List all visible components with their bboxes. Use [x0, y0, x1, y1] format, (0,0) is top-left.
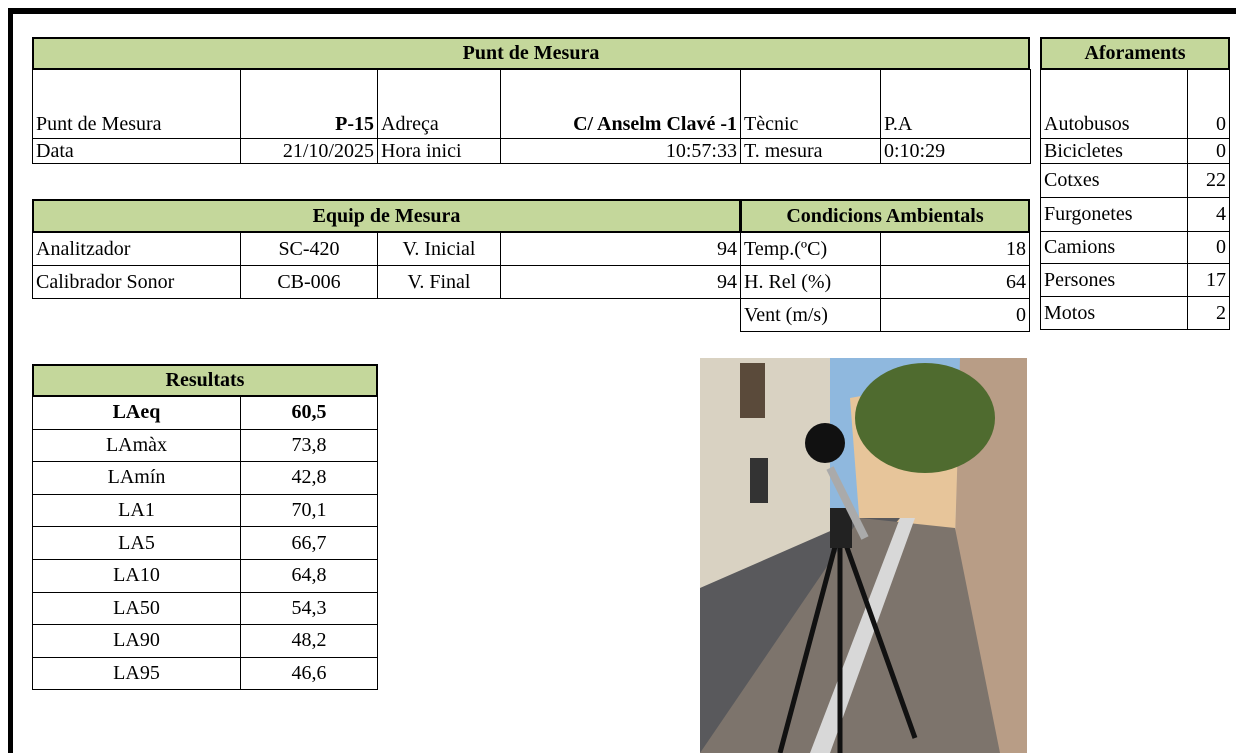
table-cell: 42,8: [240, 461, 378, 495]
table-cell: 4: [1187, 197, 1230, 232]
table-cell: 22: [1187, 163, 1230, 198]
table-cell: 10:57:33: [500, 138, 741, 164]
table-cell: 17: [1187, 263, 1230, 297]
table-cell: P-15: [240, 69, 378, 139]
table-cell: Furgonetes: [1040, 197, 1188, 232]
table-cell: Vent (m/s): [740, 298, 881, 332]
table-cell: 21/10/2025: [240, 138, 378, 164]
frame-border: [8, 8, 1236, 14]
table-cell: Bicicletes: [1040, 138, 1188, 164]
table-cell: 73,8: [240, 428, 378, 463]
table-cell: Camions: [1040, 231, 1188, 264]
table-cell: Autobusos: [1040, 69, 1188, 139]
table-cell: 0: [880, 298, 1030, 332]
table-header: Punt de Mesura: [32, 37, 1030, 70]
table-cell: 66,7: [240, 526, 378, 560]
table-cell: 70,1: [240, 493, 378, 528]
table-cell: 64: [880, 265, 1030, 299]
table-cell: Persones: [1040, 263, 1188, 297]
frame-border: [8, 8, 13, 753]
table-cell: Hora inici: [377, 138, 501, 164]
table-cell: CB-006: [240, 265, 378, 299]
table-cell: 0: [1187, 69, 1230, 139]
table-cell: SC-420: [240, 232, 378, 266]
table-cell: LA95: [32, 656, 241, 691]
table-cell: Motos: [1040, 296, 1188, 330]
table-cell: 54,3: [240, 591, 378, 626]
table-cell: 64,8: [240, 559, 378, 593]
table-cell: 60,5: [240, 396, 378, 430]
table-cell: 2: [1187, 296, 1230, 330]
table-cell: Analitzador: [32, 232, 241, 266]
table-cell: Temp.(ºC): [740, 232, 881, 266]
table-cell: T. mesura: [740, 138, 881, 164]
table-cell: Tècnic: [740, 69, 881, 139]
table-cell: LA10: [32, 559, 241, 593]
table-cell: V. Inicial: [377, 232, 501, 266]
table-header: Aforaments: [1040, 37, 1230, 70]
table-cell: V. Final: [377, 265, 501, 299]
table-cell: H. Rel (%): [740, 265, 881, 299]
table-cell: 94: [500, 265, 741, 299]
table-cell: LAmàx: [32, 428, 241, 463]
table-cell: LAeq: [32, 396, 241, 430]
table-cell: Cotxes: [1040, 163, 1188, 198]
table-cell: 48,2: [240, 624, 378, 658]
table-cell: LA50: [32, 591, 241, 626]
table-cell: 0: [1187, 231, 1230, 264]
table-cell: 0:10:29: [880, 138, 1031, 164]
table-cell: Adreça: [377, 69, 501, 139]
table-cell: C/ Anselm Clavé -1: [500, 69, 741, 139]
table-header: Condicions Ambientals: [740, 199, 1030, 233]
table-cell: Data: [32, 138, 241, 164]
table-cell: LAmín: [32, 461, 241, 495]
table-header: Equip de Mesura: [32, 199, 741, 233]
table-cell: LA5: [32, 526, 241, 560]
table-cell: 18: [880, 232, 1030, 266]
table-cell: Punt de Mesura: [32, 69, 241, 139]
table-header: Resultats: [32, 364, 378, 397]
table-cell: 46,6: [240, 656, 378, 691]
table-cell: LA90: [32, 624, 241, 658]
table-cell: LA1: [32, 493, 241, 528]
table-cell: Calibrador Sonor: [32, 265, 241, 299]
table-cell: P.A: [880, 69, 1031, 139]
site-photo: [700, 358, 1027, 753]
table-cell: 94: [500, 232, 741, 266]
table-cell: 0: [1187, 138, 1230, 164]
